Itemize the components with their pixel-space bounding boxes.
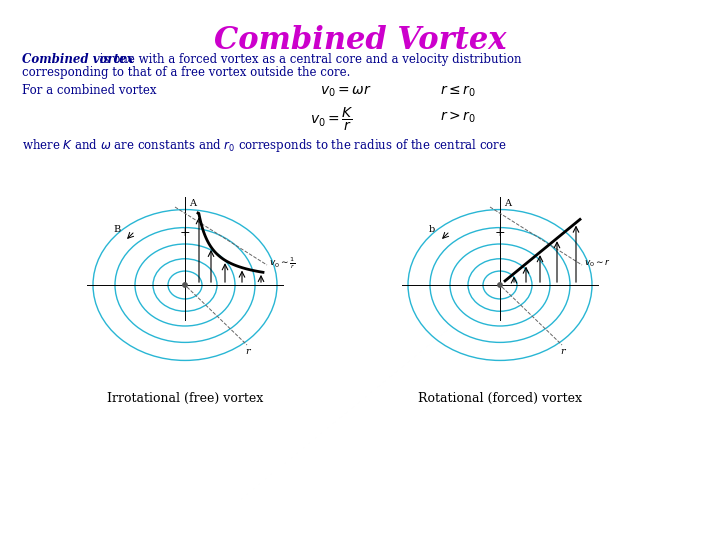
Text: $v_0 = \omega r$: $v_0 = \omega r$ bbox=[320, 84, 372, 99]
Text: Rotational (forced) vortex: Rotational (forced) vortex bbox=[418, 392, 582, 405]
Text: corresponding to that of a free vortex outside the core.: corresponding to that of a free vortex o… bbox=[22, 66, 351, 79]
Text: $v_0 = \dfrac{K}{r}$: $v_0 = \dfrac{K}{r}$ bbox=[310, 106, 354, 133]
Circle shape bbox=[498, 283, 503, 287]
Text: $r > r_0$: $r > r_0$ bbox=[440, 110, 476, 125]
Text: A: A bbox=[504, 199, 511, 208]
Text: +: + bbox=[495, 226, 505, 240]
Text: +: + bbox=[180, 226, 190, 240]
Text: where $K$ and $\omega$ are constants and $r_0$ corresponds to the radius of the : where $K$ and $\omega$ are constants and… bbox=[22, 137, 507, 154]
Circle shape bbox=[183, 283, 187, 287]
Text: b: b bbox=[429, 225, 435, 233]
Text: Combined Vortex: Combined Vortex bbox=[214, 25, 506, 56]
Text: For a combined vortex: For a combined vortex bbox=[22, 84, 156, 97]
Text: Irrotational (free) vortex: Irrotational (free) vortex bbox=[107, 392, 263, 405]
Text: $v_0 \sim r$: $v_0 \sim r$ bbox=[584, 257, 611, 269]
Text: $v_0 \sim \frac{1}{r}$: $v_0 \sim \frac{1}{r}$ bbox=[269, 255, 296, 271]
Text: is one with a forced vortex as a central core and a velocity distribution: is one with a forced vortex as a central… bbox=[96, 53, 521, 66]
Text: r: r bbox=[245, 347, 250, 356]
Text: B: B bbox=[113, 225, 121, 233]
Text: r: r bbox=[560, 347, 564, 356]
Text: $r \leq r_0$: $r \leq r_0$ bbox=[440, 84, 476, 99]
Text: Combined vortex: Combined vortex bbox=[22, 53, 134, 66]
Text: A: A bbox=[189, 199, 196, 208]
